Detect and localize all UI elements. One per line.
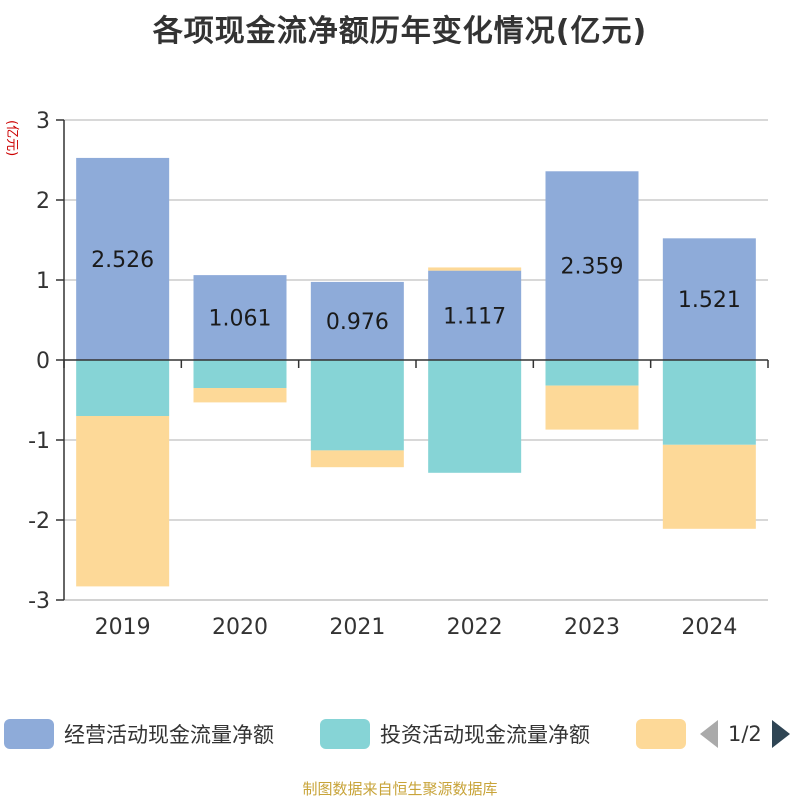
- y-tick-label: -3: [28, 589, 50, 614]
- data-label-2022: 1.117: [443, 304, 506, 329]
- x-tick-label: 2024: [681, 615, 737, 640]
- bar-2021-series-0[interactable]: [310, 281, 404, 360]
- chart-title: 各项现金流净额历年变化情况(亿元): [152, 14, 648, 49]
- pager-next-icon[interactable]: [771, 720, 790, 748]
- pager-prev-icon[interactable]: [700, 720, 718, 748]
- bar-2020-series-0[interactable]: [193, 275, 287, 360]
- bar-2022-series-0[interactable]: [428, 270, 522, 360]
- data-labels: 2.526 1.061 0.976 1.117 2.359 1.521: [91, 248, 741, 335]
- bar-2024-series-2[interactable]: [662, 444, 756, 529]
- bar-2024-series-0[interactable]: [662, 238, 756, 360]
- bar-2019-series-1[interactable]: [76, 360, 170, 416]
- bar-2020-series-1[interactable]: [193, 360, 287, 388]
- data-label-2020: 1.061: [209, 307, 272, 332]
- y-axis-unit-label: (亿元): [4, 120, 19, 156]
- x-tick-label: 2022: [447, 615, 503, 640]
- data-label-2019: 2.526: [91, 248, 154, 273]
- legend-item-financing[interactable]: [636, 716, 686, 752]
- legend-label-investing: 投资活动现金流量净额: [380, 723, 590, 747]
- bar-2021-series-2[interactable]: [310, 450, 404, 468]
- bar-2021-series-1[interactable]: [310, 360, 404, 451]
- data-label-2024: 1.521: [678, 288, 741, 313]
- bar-2019-series-2[interactable]: [76, 416, 170, 587]
- data-label-2023: 2.359: [561, 255, 624, 280]
- x-tick-label: 2020: [212, 615, 268, 640]
- legend: 经营活动现金流量净额 投资活动现金流量净额 1/2: [0, 716, 800, 752]
- legend-item-investing[interactable]: 投资活动现金流量净额: [320, 716, 590, 752]
- stacked-bar-chart: 3 2 1 0 -1 -2 -3 2019 2020 2021 2022 2023 2024 2.526…: [4, 109, 769, 640]
- axes: 3 2 1 0 -1 -2 -3 2019 2020 2021 2022 2023 2024: [28, 109, 769, 640]
- grid-lines: [64, 119, 768, 601]
- legend-label-operating: 经营活动现金流量净额: [64, 723, 274, 747]
- source-note: 制图数据来自恒生聚源数据库: [302, 780, 498, 798]
- x-tick-label: 2019: [95, 615, 151, 640]
- y-tick-label: 2: [36, 189, 50, 214]
- y-tick-label: 3: [36, 109, 50, 134]
- legend-item-operating[interactable]: 经营活动现金流量净额: [4, 716, 274, 752]
- data-label-2021: 0.976: [326, 310, 389, 335]
- y-tick-label: 1: [36, 269, 50, 294]
- y-tick-label: -1: [28, 429, 50, 454]
- bar-2023-series-0[interactable]: [545, 171, 639, 360]
- legend-swatch-investing: [320, 719, 370, 749]
- bar-2019-series-0[interactable]: [76, 157, 170, 360]
- bar-2022-series-1[interactable]: [428, 360, 522, 473]
- bar-2024-series-1[interactable]: [662, 360, 756, 445]
- legend-swatch-operating: [4, 719, 54, 749]
- legend-pager: 1/2: [700, 716, 790, 752]
- y-tick-label: -2: [28, 509, 50, 534]
- bar-2022-series-2[interactable]: [428, 267, 522, 271]
- legend-swatch-financing: [636, 719, 686, 749]
- x-tick-label: 2021: [329, 615, 385, 640]
- pager-text: 1/2: [728, 722, 762, 746]
- bar-2020-series-2[interactable]: [193, 388, 287, 403]
- bar-2023-series-2[interactable]: [545, 385, 639, 430]
- bars: [76, 157, 756, 587]
- bar-2023-series-1[interactable]: [545, 360, 639, 386]
- x-tick-label: 2023: [564, 615, 620, 640]
- y-tick-label: 0: [36, 349, 50, 374]
